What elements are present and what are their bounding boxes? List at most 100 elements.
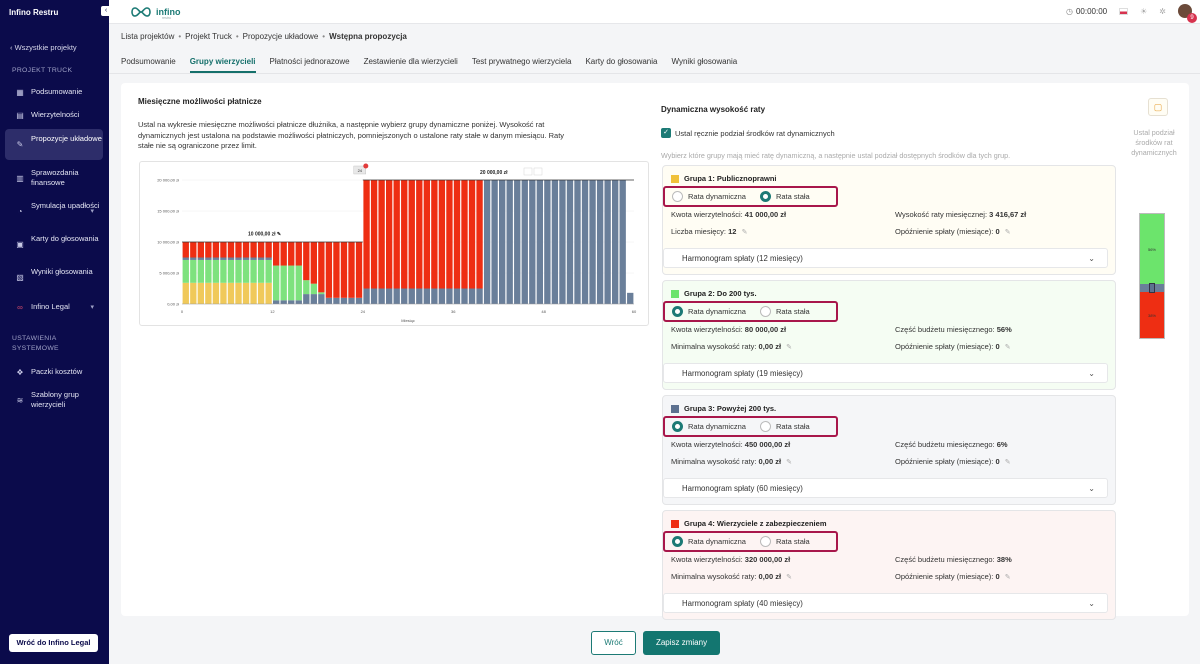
min-rate-value[interactable]: 0,00 zł [758, 572, 782, 581]
save-changes-button[interactable]: Zapisz zmiany [643, 631, 720, 655]
flag-pl-icon[interactable] [1119, 7, 1129, 15]
radio-dynamic-rate[interactable]: Rata dynamiczna [672, 536, 746, 547]
chart-bar-segment [544, 180, 551, 304]
radio-dynamic-indicator[interactable] [672, 191, 683, 202]
avatar[interactable]: 9 [1178, 4, 1197, 23]
radio-dynamic-indicator[interactable] [672, 306, 683, 317]
edit-icon[interactable]: ✎ [786, 459, 793, 466]
all-projects-link[interactable]: ‹ Wszystkie projekty [10, 43, 77, 52]
tab-creditor-groups[interactable]: Grupy wierzycieli [189, 57, 256, 73]
tab-one-off-payments[interactable]: Płatności jednorazowe [269, 57, 350, 66]
chart-bar-segment [205, 282, 212, 304]
settings-icon[interactable]: ✲ [1159, 6, 1166, 16]
chart-bar-segment [363, 288, 370, 304]
manual-split-checkbox-row[interactable]: ✓ Ustal ręcznie podział środków rat dyna… [661, 128, 835, 138]
checkbox-checked-icon[interactable]: ✓ [661, 128, 671, 138]
back-button[interactable]: Wróć [591, 631, 636, 655]
chart-bar-segment [288, 300, 295, 304]
split-handle[interactable] [1149, 283, 1155, 293]
radio-fixed-rate[interactable]: Rata stała [759, 536, 810, 547]
sidebar-item-summary[interactable]: ▦ Podsumowanie [5, 87, 103, 99]
edit-icon[interactable]: ✎ [786, 344, 793, 351]
tab-voting-results[interactable]: Wyniki głosowania [671, 57, 738, 66]
chart-svg[interactable]: 0,00 zł 5 000,00 zł 10 000,00 zł 15 000,00 … [140, 162, 650, 327]
group-color-swatch [671, 289, 679, 298]
schedule-accordion[interactable]: Harmonogram spłaty (12 miesięcy) ⌄ [663, 248, 1108, 268]
group-panel: Grupa 3: Powyżej 200 tys. Rata dynamiczn… [662, 395, 1116, 505]
capacity-label-2[interactable]: 20 000,00 zł [480, 170, 508, 176]
edit-icon[interactable]: ✎ [786, 574, 793, 581]
collapse-sidebar-button[interactable]: ‹ [101, 6, 111, 16]
tab-creditor-statement[interactable]: Zestawienie dla wierzycieli [363, 57, 458, 66]
breadcrumb-proposals[interactable]: Propozycje układowe [242, 32, 319, 41]
budget-share-label: Wysokość raty miesięcznej: [895, 210, 988, 219]
sidebar-item-voting-results[interactable]: ▧ Wyniki głosowania [5, 267, 103, 289]
radio-fixed-indicator[interactable] [759, 306, 771, 317]
chart-bar-segment [280, 242, 287, 266]
radio-dynamic-indicator[interactable] [672, 536, 683, 547]
payment-delay-value[interactable]: 0 [995, 572, 1000, 581]
tab-ballots[interactable]: Karty do głosowania [585, 57, 658, 66]
payment-delay-value[interactable]: 0 [995, 342, 1000, 351]
sidebar-item-label: Infino Legal [31, 302, 70, 311]
claim-amount-label: Kwota wierzytelności: [671, 325, 743, 334]
capacity-confirm-icon[interactable] [523, 167, 533, 176]
edit-icon[interactable]: ✎ [1004, 344, 1011, 351]
split-funds-bar[interactable]: 56% 38% [1139, 213, 1165, 339]
marker-box[interactable] [353, 165, 367, 175]
chart-bar-segment [574, 180, 581, 304]
sidebar-item-proposals[interactable]: ✎ Propozycje układowe [5, 129, 103, 160]
group-title-text: Grupa 4: Wierzyciele z zabezpieczeniem [684, 519, 827, 528]
min-rate-value[interactable]: 0,00 zł [758, 457, 782, 466]
sidebar-item-financial-reports[interactable]: ▥ Sprawozdania finansowe [5, 168, 103, 190]
radio-fixed-indicator[interactable] [759, 536, 771, 547]
capacity-label-1[interactable]: 10 000,00 zł ✎ [248, 232, 281, 238]
radio-dynamic-rate[interactable]: Rata dynamiczna [672, 306, 746, 317]
edit-icon[interactable]: ✎ [1004, 574, 1011, 581]
sidebar-item-ballots[interactable]: ▣ Karty do głosowania [5, 234, 103, 256]
edit-icon[interactable]: ✎ [741, 229, 748, 236]
radio-fixed-label: Rata stała [775, 422, 810, 431]
radio-dynamic-indicator[interactable] [672, 421, 683, 432]
radio-fixed-rate[interactable]: Rata stała [759, 421, 810, 432]
budget-share-label: Część budżetu miesięcznego: [895, 325, 995, 334]
radio-dynamic-rate[interactable]: Rata dynamiczna [672, 421, 746, 432]
sidebar-item-claims[interactable]: ▤ Wierzytelności [5, 110, 103, 122]
edit-icon[interactable]: ✎ [1004, 459, 1011, 466]
sidebar-item-infino-legal[interactable]: ∞ Infino Legal ▾ [5, 302, 103, 314]
timer[interactable]: ◷ 00:00:00 [1066, 7, 1107, 16]
edit-icon[interactable]: ✎ [1004, 229, 1011, 236]
schedule-accordion[interactable]: Harmonogram spłaty (40 miesięcy) ⌄ [663, 593, 1108, 613]
payment-delay-value[interactable]: 0 [995, 457, 1000, 466]
chart-bar-segment [250, 257, 257, 260]
payment-delay-value[interactable]: 0 [995, 227, 1000, 236]
payment-capacity-chart[interactable]: 0,00 zł 5 000,00 zł 10 000,00 zł 15 000,00 … [139, 161, 649, 326]
app-logo[interactable]: infino restru [129, 5, 181, 20]
chart-bar-segment [468, 180, 476, 289]
radio-fixed-indicator[interactable] [759, 191, 771, 202]
radio-fixed-rate[interactable]: Rata stała [759, 306, 810, 317]
schedule-accordion[interactable]: Harmonogram spłaty (60 miesięcy) ⌄ [663, 478, 1108, 498]
chart-bar-segment [197, 282, 204, 304]
breadcrumb-projects[interactable]: Lista projektów [121, 32, 175, 41]
min-rate-value[interactable]: 12 [728, 227, 737, 236]
tab-summary[interactable]: Podsumowanie [121, 57, 176, 66]
radio-fixed-rate[interactable]: Rata stała [759, 191, 810, 202]
document-icon[interactable]: ▢ [1148, 98, 1168, 116]
sidebar-item-cost-packages[interactable]: ❖ Paczki kosztów [5, 367, 103, 379]
tab-private-creditor-test[interactable]: Test prywatnego wierzyciela [471, 57, 572, 66]
claim-amount-label: Kwota wierzytelności: [671, 440, 743, 449]
back-to-infino-legal-button[interactable]: Wróć do Infino Legal [9, 634, 98, 652]
claim-amount-value: 450 000,00 zł [744, 440, 791, 449]
sidebar-item-bankruptcy-simulation[interactable]: ◔ Symulacja upadłości ▾ [5, 201, 103, 223]
sidebar-item-creditor-templates[interactable]: ≋ Szablony grup wierzycieli [5, 390, 103, 412]
schedule-accordion[interactable]: Harmonogram spłaty (19 miesięcy) ⌄ [663, 363, 1108, 383]
radio-dynamic-rate[interactable]: Rata dynamiczna [672, 191, 746, 202]
claim-amount-value: 80 000,00 zł [744, 325, 787, 334]
radio-fixed-indicator[interactable] [759, 421, 771, 432]
breadcrumb-project[interactable]: Projekt Truck [185, 32, 232, 41]
theme-toggle-icon[interactable]: ☀ [1140, 6, 1148, 16]
capacity-cancel-icon[interactable] [533, 167, 543, 176]
min-rate-value[interactable]: 0,00 zł [758, 342, 782, 351]
budget-share-value: 38% [996, 555, 1012, 564]
